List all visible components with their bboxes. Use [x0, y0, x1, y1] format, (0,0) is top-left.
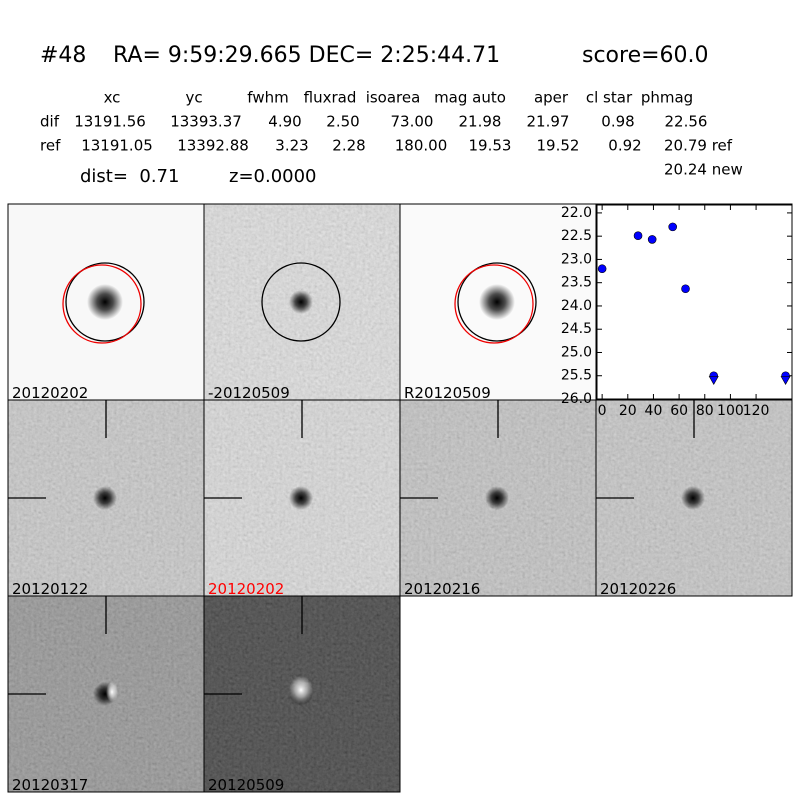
image-label: R20120509 — [404, 384, 491, 402]
column-header: xc — [104, 89, 121, 107]
x-tick-label: 20 — [619, 403, 637, 419]
source-blob — [87, 284, 123, 320]
source-blob — [681, 486, 705, 510]
y-tick-label: 26.0 — [561, 391, 592, 407]
column-header: yc — [185, 89, 202, 107]
column-header: mag auto — [434, 89, 506, 107]
y-tick-label: 25.0 — [561, 344, 592, 360]
source-blob — [289, 290, 313, 314]
source-blob — [479, 284, 515, 320]
table-cell: 20.79 ref — [664, 137, 733, 155]
aperture-circle — [65, 262, 145, 342]
point — [681, 284, 690, 294]
y-tick-label: 23.5 — [561, 275, 592, 291]
image-label: -20120509 — [208, 384, 290, 402]
column-header: fwhm — [247, 89, 288, 107]
table-cell: 19.53 — [469, 137, 512, 155]
source-blob — [289, 676, 313, 704]
point — [647, 235, 657, 244]
source-blob — [485, 486, 509, 510]
score: score=60.0 — [582, 43, 709, 68]
table-cell: 21.98 — [459, 113, 502, 131]
table-cell: 19.52 — [537, 137, 580, 155]
phmag-new: 20.24 new — [664, 161, 743, 179]
point — [668, 222, 677, 232]
x-tick-label: 0 — [598, 403, 607, 419]
y-tick-label: 23.0 — [561, 251, 592, 267]
y-tick-label: 24.0 — [561, 298, 592, 314]
image-label: 20120216 — [404, 580, 480, 598]
point — [597, 264, 607, 274]
source-blob — [289, 486, 313, 510]
candidate-id: #48 — [40, 43, 86, 68]
image-frame — [203, 595, 401, 793]
x-tick-label: 80 — [696, 403, 714, 419]
table-cell: 21.97 — [527, 113, 570, 131]
image-label: 20120122 — [12, 580, 88, 598]
table-cell: 73.00 — [391, 113, 434, 131]
aperture-circle — [261, 262, 341, 342]
limit-marker — [708, 376, 719, 386]
image-label: 20120317 — [12, 776, 88, 794]
y-tick-label: 24.5 — [561, 321, 592, 337]
plot-frame — [596, 204, 793, 400]
table-cell: 13393.37 — [170, 113, 242, 131]
plot-area — [597, 205, 792, 399]
x-tick-label: 100 — [717, 403, 744, 419]
row-label: dif — [40, 113, 60, 131]
y-tick-label: 22.0 — [561, 205, 592, 221]
column-header: phmag — [641, 89, 693, 107]
x-tick-label: 40 — [645, 403, 663, 419]
row-label: ref — [40, 137, 61, 155]
table-cell: 3.23 — [275, 137, 308, 155]
column-header: fluxrad — [304, 89, 357, 107]
aperture-circle-ref — [62, 264, 142, 344]
limit-marker — [780, 376, 791, 386]
point — [633, 231, 643, 241]
image-label: 20120202 — [208, 580, 284, 598]
table-cell: 13191.05 — [81, 137, 153, 155]
image-label: 20120202 — [12, 384, 88, 402]
x-tick-label: 120 — [743, 403, 770, 419]
aperture-circle-ref — [454, 264, 534, 344]
x-tick-label: 60 — [670, 403, 688, 419]
aperture-circle — [457, 262, 537, 342]
column-header: isoarea — [366, 89, 421, 107]
image-label: 20120226 — [600, 580, 676, 598]
y-tick-label: 25.5 — [561, 368, 592, 384]
distance: dist= 0.71 — [80, 166, 179, 187]
table-cell: 2.28 — [332, 137, 365, 155]
image-frame — [595, 399, 793, 597]
image-label: 20120509 — [208, 776, 284, 794]
table-cell: 0.92 — [608, 137, 641, 155]
table-cell: 4.90 — [268, 113, 301, 131]
table-cell: 180.00 — [395, 137, 448, 155]
table-cell: 22.56 — [665, 113, 708, 131]
table-cell: 0.98 — [601, 113, 634, 131]
table-cell: 13191.56 — [74, 113, 146, 131]
column-header: cl star — [586, 89, 633, 107]
column-header: aper — [534, 89, 569, 107]
redshift: z=0.0000 — [229, 166, 317, 187]
table-cell: 2.50 — [326, 113, 359, 131]
source-blob — [93, 486, 117, 510]
magnitude-plot: 22.0 22.5 23.0 23.5 24.0 24.5 25.0 25.5 26.0 0 20 4… — [561, 204, 793, 419]
y-tick-label: 22.5 — [561, 228, 592, 244]
coordinates: RA= 9:59:29.665 DEC= 2:25:44.71 — [113, 43, 500, 68]
table-cell: 13392.88 — [177, 137, 249, 155]
residual-light — [106, 682, 118, 702]
